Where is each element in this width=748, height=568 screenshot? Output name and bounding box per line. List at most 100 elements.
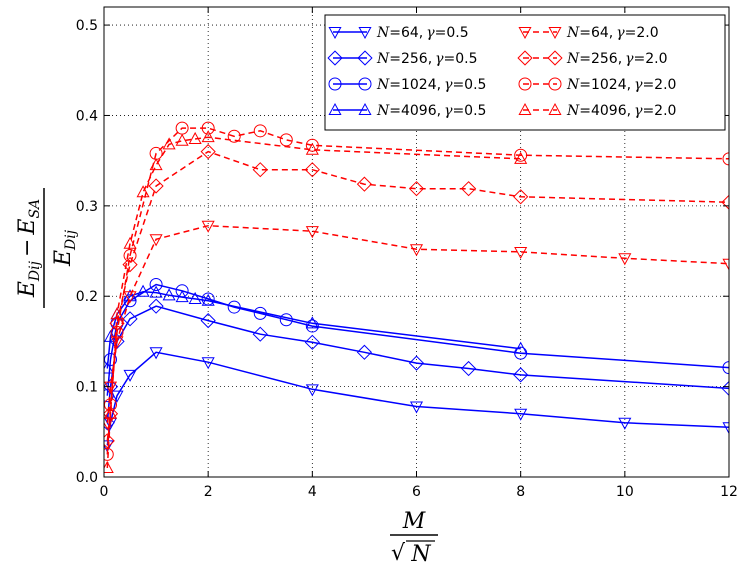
y-tick-label: 0.2: [76, 289, 98, 305]
y-label-minus: −: [15, 239, 40, 257]
data-point: [123, 289, 137, 302]
legend-entry: N=256, γ=0.5: [327, 50, 478, 67]
data-point: [104, 353, 118, 366]
legend-gamma-symbol: γ: [435, 51, 444, 67]
data-point: [104, 447, 114, 461]
data-point: [148, 178, 164, 194]
y-label-num-sub1: Dij: [27, 260, 43, 282]
legend-n-symbol: N: [376, 103, 390, 119]
data-point: [136, 185, 150, 198]
data-point: [460, 360, 477, 377]
legend-gamma-value: =0.5: [444, 51, 478, 67]
series-line: [106, 136, 521, 469]
legend-gamma-symbol: γ: [444, 77, 453, 93]
data-point: [722, 152, 729, 166]
legend-n-symbol: N: [376, 51, 390, 67]
data-point: [201, 220, 215, 233]
legend-label: N=256, γ=2.0: [566, 51, 668, 67]
legend-marker: [517, 50, 533, 66]
legend-gamma-symbol: γ: [444, 103, 453, 119]
data-point: [123, 236, 137, 249]
y-tick-label: 0.0: [76, 470, 98, 486]
data-point: [110, 336, 124, 349]
legend-marker: [328, 27, 342, 40]
data-point: [460, 181, 477, 197]
data-point: [110, 325, 124, 339]
data-point: [149, 234, 163, 247]
data-point: [409, 401, 424, 414]
legend-box: [324, 14, 726, 131]
legend-marker: [328, 102, 342, 115]
legend-gamma-symbol: γ: [426, 25, 435, 41]
data-point: [123, 249, 137, 263]
x-label-radical: √: [391, 541, 406, 566]
data-point: [514, 246, 528, 259]
legend-marker: [358, 77, 372, 91]
series-64-gamma-2.0: [104, 220, 729, 430]
data-point: [201, 121, 215, 135]
y-axis-label: EDij−ESA EDij: [15, 188, 79, 308]
data-point: [201, 357, 215, 370]
y-tick-label: 0.1: [76, 380, 98, 396]
legend-marker: [328, 77, 342, 91]
data-point: [722, 422, 729, 435]
data-point: [356, 176, 373, 192]
x-tick-label: 10: [616, 484, 634, 500]
data-point: [513, 189, 529, 205]
data-point: [162, 288, 176, 301]
data-point: [122, 256, 138, 273]
data-point: [305, 316, 319, 329]
legend-gamma-value: =2.0: [634, 51, 668, 67]
data-point: [618, 253, 632, 266]
legend-n-value: =1024,: [579, 77, 631, 93]
legend-gamma-value: =2.0: [625, 25, 659, 41]
data-point: [162, 137, 176, 150]
legend-label: N=64, γ=2.0: [566, 25, 659, 41]
data-point: [514, 148, 528, 162]
legend-label: N=4096, γ=0.5: [376, 103, 486, 119]
legend-marker: [357, 50, 373, 66]
legend-gamma-symbol: γ: [634, 103, 643, 119]
data-point: [305, 226, 319, 239]
data-point: [201, 293, 215, 306]
data-point: [104, 329, 118, 342]
legend-marker: [327, 50, 343, 66]
data-point: [148, 298, 164, 314]
data-point: [200, 144, 216, 160]
data-point: [722, 258, 729, 271]
legend-entry: N=4096, γ=0.5: [328, 102, 486, 119]
legend-entry: N=64, γ=2.0: [518, 25, 659, 41]
legend-entry: N=256, γ=2.0: [517, 50, 668, 67]
y-label-num-e2: E: [15, 219, 40, 236]
x-label-denominator: N: [410, 542, 431, 567]
data-point: [409, 244, 424, 257]
series-256-gamma-2.0: [104, 144, 729, 449]
legend-gamma-symbol: γ: [625, 51, 634, 67]
legend-marker: [548, 102, 562, 115]
series-layer: [104, 121, 729, 473]
y-label-num-sub2: SA: [27, 199, 43, 219]
legend-n-value: =256,: [579, 51, 622, 67]
legend-label: N=1024, γ=0.5: [376, 77, 486, 93]
legend-n-symbol: N: [566, 25, 580, 41]
legend-n-symbol: N: [566, 77, 580, 93]
x-axis-label: M √ N: [390, 509, 438, 567]
legend-n-symbol: N: [376, 77, 390, 93]
data-point: [188, 291, 202, 304]
legend-n-symbol: N: [566, 51, 580, 67]
legend-gamma-value: =2.0: [642, 103, 676, 119]
legend-n-value: =4096,: [389, 103, 441, 119]
legend-gamma-symbol: γ: [634, 77, 643, 93]
data-point: [408, 355, 425, 371]
x-tick-label: 0: [100, 484, 109, 500]
data-point: [200, 313, 216, 329]
y-label-numerator: EDij−ESA: [15, 199, 43, 298]
y-label-den-sub: Dij: [63, 229, 79, 251]
legend-n-value: =64,: [579, 25, 613, 41]
data-point: [149, 285, 163, 298]
data-point: [305, 142, 319, 155]
legend-entry: N=64, γ=0.5: [328, 25, 469, 41]
data-point: [104, 381, 118, 394]
series-line: [106, 127, 729, 455]
